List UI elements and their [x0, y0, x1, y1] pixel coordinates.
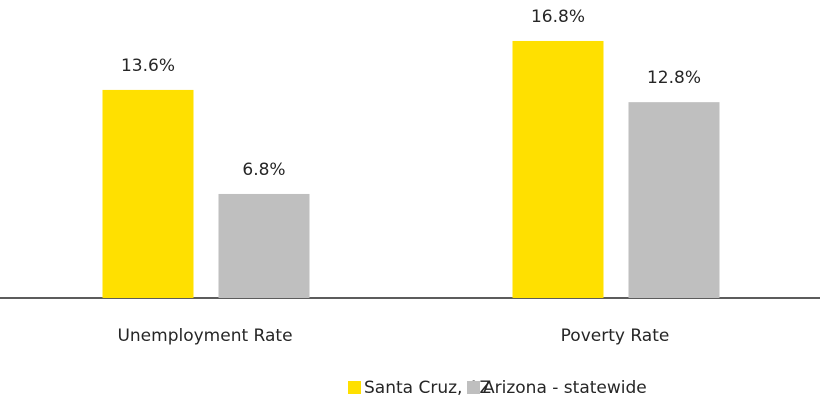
- value-label: 12.8%: [647, 68, 701, 88]
- legend-label: Arizona - statewide: [483, 378, 647, 398]
- bar: [218, 193, 310, 298]
- value-label: 13.6%: [121, 56, 175, 76]
- value-label: 6.8%: [242, 160, 285, 180]
- bar: [628, 102, 720, 298]
- value-label: 16.8%: [531, 7, 585, 27]
- legend-swatch: [348, 381, 361, 394]
- bar: [512, 40, 604, 299]
- legend-swatch: [467, 381, 480, 394]
- x-tick-label: Poverty Rate: [561, 326, 670, 346]
- x-tick-label: Unemployment Rate: [117, 326, 292, 346]
- bar: [102, 89, 194, 298]
- legend-label: Santa Cruz, AZ: [364, 378, 491, 398]
